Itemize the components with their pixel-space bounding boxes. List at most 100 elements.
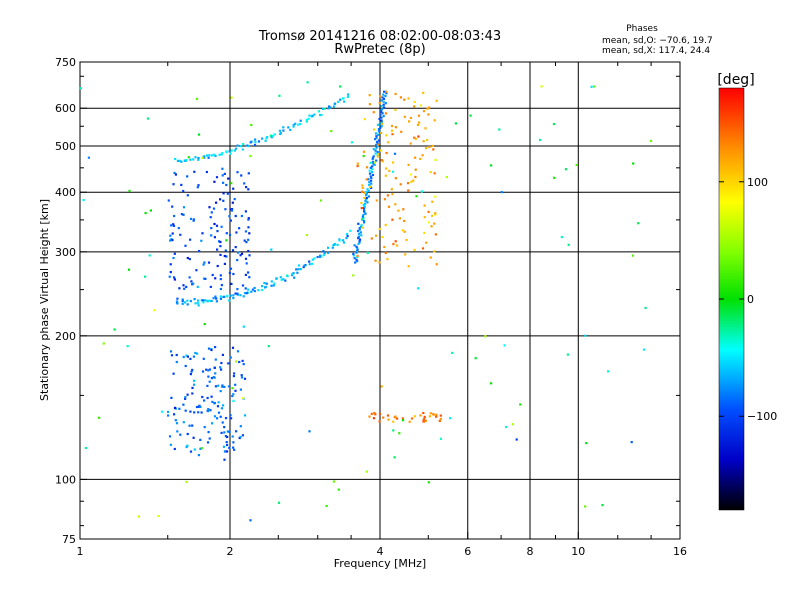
echo-point bbox=[282, 278, 285, 281]
echo-point bbox=[226, 435, 229, 439]
echo-point bbox=[208, 154, 211, 157]
echo-point bbox=[433, 119, 436, 122]
echo-point bbox=[183, 287, 186, 290]
echo-point bbox=[186, 393, 189, 396]
echo-point bbox=[515, 438, 518, 441]
echo-point bbox=[247, 217, 250, 220]
echo-point bbox=[327, 251, 330, 254]
echo-point bbox=[318, 255, 321, 258]
echo-point bbox=[193, 379, 196, 382]
echo-point bbox=[225, 255, 228, 258]
echo-point bbox=[189, 158, 192, 161]
echo-point bbox=[220, 225, 223, 228]
echo-point bbox=[264, 139, 267, 142]
y-tick-label: 200 bbox=[55, 330, 76, 343]
echo-point bbox=[421, 154, 424, 157]
echo-point bbox=[420, 190, 423, 193]
echo-point bbox=[200, 239, 203, 242]
echo-point bbox=[220, 153, 223, 156]
echo-point bbox=[511, 423, 514, 426]
echo-point bbox=[248, 276, 251, 279]
phases-x-stats: mean, sd,X: 117.4, 24.4 bbox=[602, 46, 710, 56]
echo-point bbox=[170, 354, 174, 357]
echo-point bbox=[394, 126, 397, 129]
echo-point bbox=[144, 275, 147, 278]
echo-point bbox=[229, 219, 232, 222]
echo-point bbox=[215, 224, 219, 227]
echo-point bbox=[220, 431, 223, 434]
echo-point bbox=[216, 417, 219, 420]
echo-point bbox=[552, 123, 556, 126]
echo-point bbox=[377, 129, 380, 132]
echo-point bbox=[363, 209, 366, 212]
echo-point bbox=[393, 456, 396, 459]
echo-point bbox=[243, 414, 247, 417]
echo-point bbox=[214, 295, 217, 298]
echo-point bbox=[382, 103, 385, 106]
echo-point bbox=[378, 117, 381, 121]
echo-point bbox=[192, 355, 195, 358]
echo-point bbox=[380, 120, 383, 123]
echo-point bbox=[380, 99, 383, 102]
echo-point bbox=[247, 271, 250, 274]
echo-point bbox=[186, 432, 189, 436]
echo-point bbox=[409, 173, 412, 176]
echo-point bbox=[221, 152, 224, 155]
echo-point bbox=[170, 396, 173, 399]
echo-point bbox=[247, 226, 250, 229]
echo-point bbox=[221, 385, 224, 388]
echo-point bbox=[240, 145, 243, 148]
echo-point bbox=[223, 172, 226, 175]
echo-point bbox=[374, 132, 378, 135]
echo-point bbox=[323, 251, 326, 254]
echo-point bbox=[225, 183, 228, 187]
echo-point bbox=[368, 185, 372, 188]
echo-point bbox=[637, 222, 640, 225]
echo-point bbox=[423, 110, 426, 113]
echo-point bbox=[220, 284, 223, 287]
echo-point bbox=[382, 115, 385, 118]
echo-point bbox=[364, 212, 367, 215]
echo-point bbox=[191, 368, 194, 371]
echo-point bbox=[169, 263, 172, 266]
echo-point bbox=[371, 168, 374, 171]
echo-point bbox=[385, 90, 388, 93]
echo-point bbox=[199, 438, 202, 441]
echo-point bbox=[311, 258, 314, 261]
echo-point bbox=[244, 287, 247, 290]
echo-point bbox=[184, 409, 187, 412]
echo-point bbox=[484, 335, 487, 338]
echo-point bbox=[169, 239, 172, 242]
echo-point bbox=[384, 223, 387, 227]
echo-point bbox=[323, 107, 326, 110]
echo-point bbox=[376, 145, 379, 148]
echo-point bbox=[305, 120, 308, 123]
echo-point bbox=[216, 230, 219, 233]
echo-point bbox=[229, 152, 232, 155]
echo-point bbox=[230, 282, 233, 285]
echo-point bbox=[173, 171, 176, 174]
echo-point bbox=[231, 387, 234, 390]
echo-point bbox=[649, 139, 653, 142]
echo-point bbox=[221, 353, 224, 356]
echo-point bbox=[360, 201, 363, 205]
echo-point bbox=[590, 85, 593, 88]
echo-point bbox=[216, 264, 219, 268]
echo-point bbox=[200, 447, 203, 450]
echo-point bbox=[228, 271, 231, 275]
echo-point bbox=[189, 217, 193, 220]
echo-point bbox=[209, 409, 212, 412]
echo-point bbox=[216, 248, 219, 251]
echo-point bbox=[241, 148, 244, 151]
echo-point bbox=[249, 141, 252, 144]
echo-point bbox=[217, 384, 220, 387]
echo-point bbox=[222, 404, 225, 407]
echo-point bbox=[205, 170, 208, 174]
echo-point bbox=[375, 159, 378, 162]
echo-point bbox=[185, 354, 188, 357]
echo-point bbox=[387, 205, 391, 208]
echo-point bbox=[382, 97, 386, 100]
echo-point bbox=[490, 382, 493, 385]
echo-point bbox=[363, 211, 366, 214]
echo-point bbox=[567, 243, 570, 246]
